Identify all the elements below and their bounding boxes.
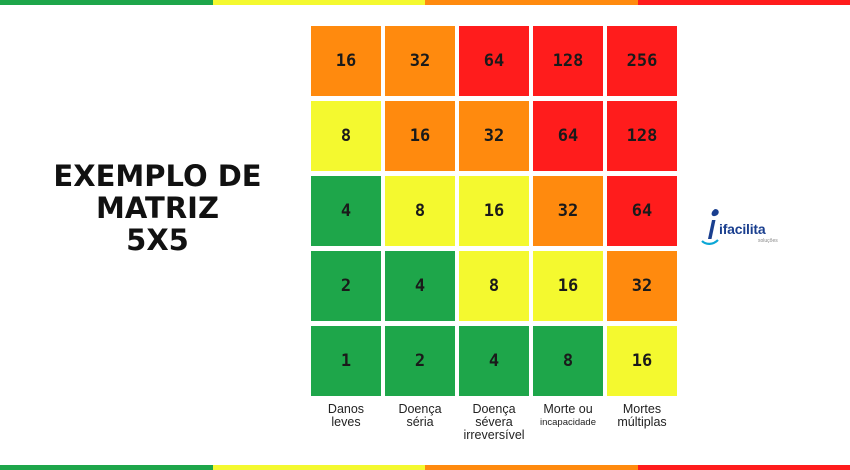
matrix-cell: 8 [385,176,455,246]
stripe-segment-yellow [212,465,425,470]
severity-label: Morte ou incapacidade [531,403,605,429]
top-color-stripe [0,0,850,5]
severity-label-line: séria [406,415,434,429]
ifacilita-logo-icon [701,209,719,245]
matrix-cell: 4 [311,176,381,246]
stripe-segment-green [0,465,213,470]
severity-label-line: Mortes [622,402,662,416]
page-title: EXEMPLO DE MATRIZ 5X5 [30,160,285,256]
severity-label: Doença sévera irreversível [457,403,531,442]
matrix-cell: 8 [459,251,529,321]
severity-labels: Danos leves Doença séria Doença sévera irrever… [311,403,681,463]
matrix-cell: 64 [459,26,529,96]
matrix-cell: 32 [459,101,529,171]
severity-label-line: incapacidade [540,417,596,428]
stripe-segment-orange [425,0,638,5]
title-line-3: 5X5 [126,223,189,257]
matrix-cell: 64 [533,101,603,171]
stripe-segment-green [0,0,213,5]
title-line-1: EXEMPLO DE [53,159,262,193]
severity-label: Danos leves [309,403,383,429]
stripe-segment-yellow [212,0,425,5]
matrix-cell: 32 [607,251,677,321]
matrix-cell: 4 [385,251,455,321]
matrix-cell: 16 [607,326,677,396]
matrix-cell: 16 [311,26,381,96]
bottom-color-stripe [0,465,850,470]
matrix-cell: 16 [459,176,529,246]
matrix-cell: 2 [385,326,455,396]
matrix-cell: 16 [385,101,455,171]
matrix-cell: 32 [385,26,455,96]
severity-label-line: Morte ou [543,402,593,416]
stripe-segment-red [637,465,850,470]
severity-label-line: sévera [475,415,513,429]
ifacilita-logo: ifacilita soluções [700,206,790,246]
matrix-cell: 4 [459,326,529,396]
matrix-cell: 8 [533,326,603,396]
matrix-cell: 256 [607,26,677,96]
risk-matrix: 16 32 64 128 256 8 16 32 64 128 4 8 16 32 64 2 4 8 16 32 1 2 4… [311,26,681,400]
logo-tagline: soluções [758,238,778,244]
matrix-cell: 16 [533,251,603,321]
matrix-cell: 32 [533,176,603,246]
matrix-cell: 128 [607,101,677,171]
stripe-segment-red [637,0,850,5]
logo-name: ifacilita [719,221,766,237]
matrix-cell: 1 [311,326,381,396]
severity-label-line: Doença [398,402,442,416]
stripe-segment-orange [425,465,638,470]
matrix-cell: 64 [607,176,677,246]
severity-label-line: leves [331,415,361,429]
matrix-cell: 128 [533,26,603,96]
severity-label-line: Doença [472,402,516,416]
severity-label-line: múltiplas [617,415,667,429]
severity-label: Doença séria [383,403,457,429]
severity-label: Mortes múltiplas [605,403,679,429]
severity-label-line: irreversível [463,428,525,442]
severity-label-line: Danos [327,402,365,416]
title-line-2: MATRIZ [96,191,219,225]
matrix-cell: 8 [311,101,381,171]
matrix-cell: 2 [311,251,381,321]
